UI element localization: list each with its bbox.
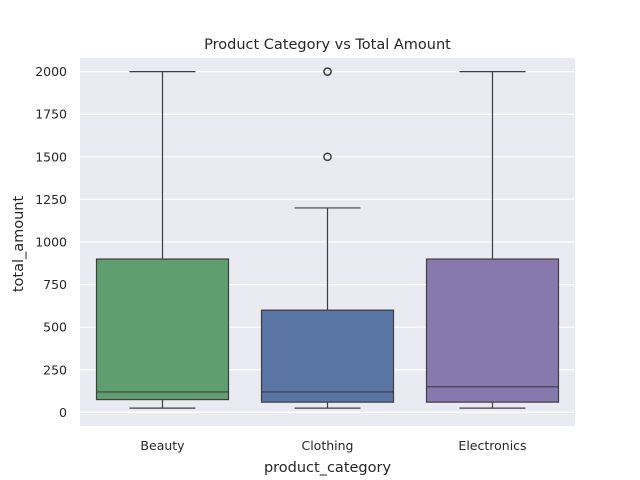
outlier-point (323, 67, 332, 76)
x-tick-label: Clothing (301, 438, 353, 453)
y-tick-label: 500 (43, 320, 67, 335)
y-tick-label: 1750 (35, 107, 67, 122)
y-tick-label: 750 (43, 277, 67, 292)
x-axis-label: product_category (264, 460, 392, 476)
y-tick-label: 0 (59, 405, 67, 420)
y-tick-label: 250 (43, 362, 67, 377)
iqr-box (260, 309, 395, 403)
chart-title: Product Category vs Total Amount (204, 37, 451, 53)
y-tick-label: 1500 (35, 149, 67, 164)
y-axis-label: total_amount (11, 196, 27, 293)
x-tick-label: Beauty (140, 438, 185, 453)
iqr-box (425, 258, 560, 403)
y-tick-label: 1250 (35, 192, 67, 207)
box-electronics (425, 71, 560, 409)
outlier-point (323, 152, 332, 162)
box-beauty (95, 71, 230, 409)
y-tick-label: 1000 (35, 235, 67, 250)
y-tick-labels: 0 250 500 750 1000 1250 1500 1750 2000 (35, 64, 67, 420)
boxes (95, 67, 560, 409)
box-clothing (260, 67, 395, 409)
x-tick-labels: Beauty Clothing Electronics (140, 438, 526, 453)
x-tick-label: Electronics (458, 438, 526, 453)
iqr-box (95, 258, 230, 401)
y-tick-label: 2000 (35, 64, 67, 79)
